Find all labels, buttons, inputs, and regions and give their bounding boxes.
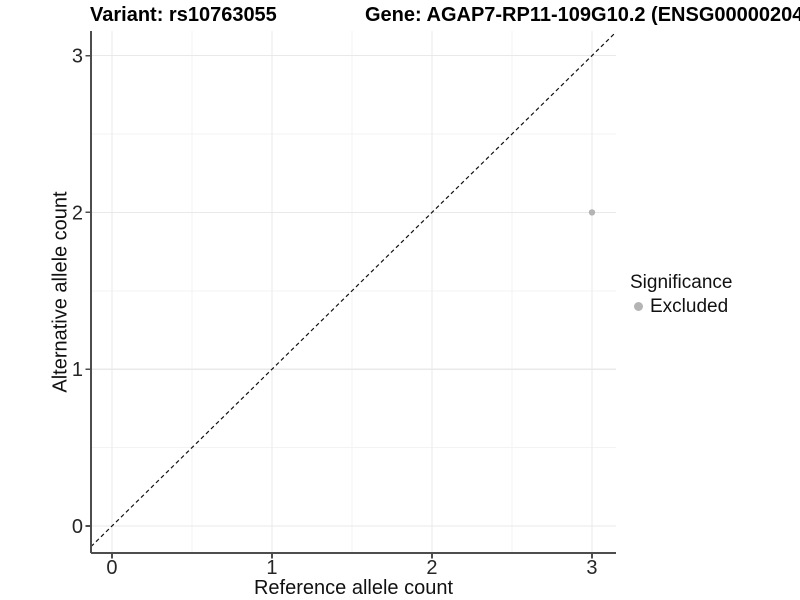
legend-title: Significance	[630, 272, 733, 293]
gridlines-major	[91, 31, 616, 553]
axis-spines	[90, 31, 616, 554]
y-tick-label: 1	[72, 359, 83, 381]
y-tick-labels: 0 1 2 3	[72, 46, 83, 538]
x-tick-label: 3	[586, 557, 597, 579]
y-tick-label: 3	[72, 46, 83, 68]
y-tick-label: 0	[72, 516, 83, 538]
y-axis-title: Alternative allele count	[49, 191, 72, 393]
tick-marks	[85, 54, 593, 559]
scatter-points	[588, 209, 596, 216]
legend: Significance Excluded	[630, 271, 732, 318]
variant-title: Variant: rs10763055	[90, 4, 277, 26]
legend-item-label: Excluded	[650, 296, 729, 317]
x-tick-label: 0	[106, 557, 117, 579]
identity-reference-line	[91, 31, 616, 547]
x-tick-labels: 0 1 2 3	[106, 557, 597, 579]
y-tick-label: 2	[72, 202, 83, 224]
data-point	[588, 209, 596, 216]
x-tick-label: 2	[426, 557, 437, 579]
x-tick-label: 1	[266, 557, 277, 579]
gridlines-minor	[91, 31, 616, 553]
legend-point-icon	[634, 302, 643, 311]
gene-title: Gene: AGAP7-RP11-109G10.2 (ENSG00000204	[365, 4, 800, 26]
legend-item-excluded: Excluded	[630, 295, 732, 318]
x-axis-title: Reference allele count	[253, 577, 453, 599]
